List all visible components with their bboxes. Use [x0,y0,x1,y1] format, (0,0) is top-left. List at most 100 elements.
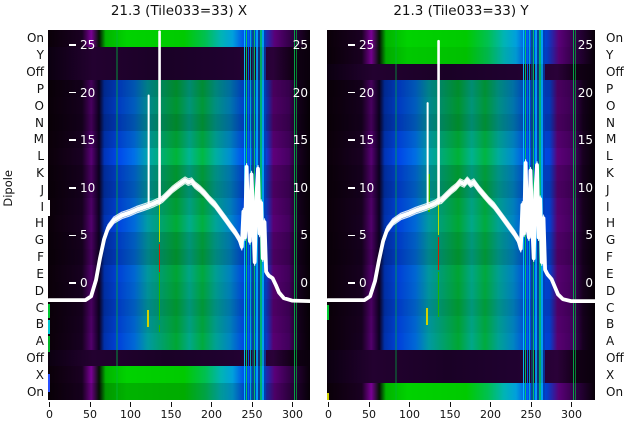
marker-segment [426,307,428,325]
dipole-label-left-0: On [26,31,44,46]
x-tick-label: 100 [120,408,141,421]
tick-dash [348,139,355,141]
rfi-stripe [296,30,298,400]
x-tick-label: 250 [520,408,542,421]
dipole-label-left-16: C [35,300,44,315]
dipole-label-right-5: N [606,115,615,130]
dipole-label-left-8: K [36,165,44,180]
dipole-label-right-16: C [606,300,615,315]
inner-ytick-left: 15 [69,134,95,146]
x-tick-label: 0 [46,408,53,421]
marker-segment [158,201,161,243]
edge-mark [48,336,50,352]
dipole-label-left-9: J [40,182,44,197]
inner-ytick-label: 25 [80,38,96,52]
overlay-curve [48,30,310,304]
tick-dash [69,44,76,46]
x-tick-label: 100 [399,408,420,421]
dipole-label-right-3: P [606,81,614,96]
x-tick-mark [49,402,51,407]
x-tick-mark [490,402,492,407]
inner-ytick-left: 10 [348,182,374,194]
marker-segment [158,273,161,321]
inner-ytick-left: 0 [348,277,367,289]
x-tick-label: 50 [362,408,376,421]
inner-ytick-label: 0 [359,276,367,290]
x-tick-label: 250 [241,408,263,421]
rfi-stripe [543,30,546,400]
dipole-label-right-21: On [606,384,624,399]
edge-mark [327,305,329,320]
marker-segment [437,237,440,270]
inner-ytick-right: 25 [292,38,308,52]
dipole-label-right-2: Off [606,65,624,80]
x-tick-label: 0 [325,408,332,421]
inner-ytick-right: 15 [292,133,308,148]
inner-ytick-left: 20 [69,87,95,99]
dipole-label-right-17: B [606,317,615,332]
inner-ytick-label: 10 [359,180,375,195]
x-tick-mark [211,402,213,407]
x-tick-mark [328,402,330,407]
edge-mark [48,320,50,334]
inner-ytick-left: 0 [69,277,88,289]
rfi-stripe [572,30,575,400]
tick-dash [348,282,355,284]
inner-ytick-right: 0 [585,276,593,290]
dipole-label-left-17: B [35,317,44,332]
inner-ytick-label: 25 [359,38,375,52]
inner-ytick-right: 5 [300,228,308,243]
edge-mark [48,304,50,318]
inner-ytick-right: 0 [300,276,308,290]
dipole-label-right-9: J [606,182,610,197]
x-tick-mark [170,402,172,407]
x-tick-mark [571,402,573,407]
rfi-stripe [264,30,267,400]
inner-ytick-label: 5 [80,228,88,243]
panel-y-title: 21.3 (Tile033=33) Y [393,3,529,19]
dipole-label-right-11: H [606,216,616,231]
x-tick-mark [530,402,532,407]
tick-dash [69,234,76,237]
inner-ytick-left: 10 [69,182,95,194]
dipole-label-right-18: A [606,334,615,349]
tick-dash [348,44,355,46]
inner-ytick-label: 20 [359,85,375,100]
inner-ytick-right: 15 [577,133,593,148]
marker-segment [437,271,440,318]
dipole-label-left-10: I [40,199,44,214]
inner-ytick-right: 20 [577,85,593,100]
dipole-label-right-19: Off [606,350,624,365]
x-tick-label: 200 [201,408,222,421]
x-tick-mark [368,402,370,407]
dipole-label-left-13: F [37,250,44,265]
x-tick-mark [251,402,253,407]
dipole-label-left-19: Off [26,350,44,365]
x-tick-label: 200 [480,408,501,421]
dipole-label-left-11: H [34,216,44,231]
dipole-label-right-20: X [606,367,615,382]
x-tick-mark [409,402,411,407]
x-tick-label: 150 [160,408,182,421]
x-tick-label: 300 [282,408,303,421]
marker-segment [158,243,161,272]
dipole-label-right-7: L [606,149,613,164]
inner-ytick-label: 10 [80,180,96,195]
dipole-label-left-3: P [36,81,44,96]
tick-dash [348,187,355,189]
dipole-label-right-6: M [606,132,617,147]
inner-ytick-label: 15 [359,133,375,148]
tick-dash [348,234,355,237]
rfi-stripe [293,30,296,400]
inner-ytick-left: 25 [348,39,374,51]
inner-ytick-label: 0 [80,276,88,290]
dipole-label-left-20: X [35,367,44,382]
dipole-label-right-12: G [606,233,616,248]
dipole-label-right-0: On [606,31,624,46]
dipole-label-left-2: Off [26,65,44,80]
dipole-label-right-4: O [606,98,616,113]
dipole-label-left-21: On [26,384,44,399]
inner-ytick-right: 10 [577,180,593,195]
tick-dash [69,187,76,189]
dipole-label-right-14: E [606,266,614,281]
